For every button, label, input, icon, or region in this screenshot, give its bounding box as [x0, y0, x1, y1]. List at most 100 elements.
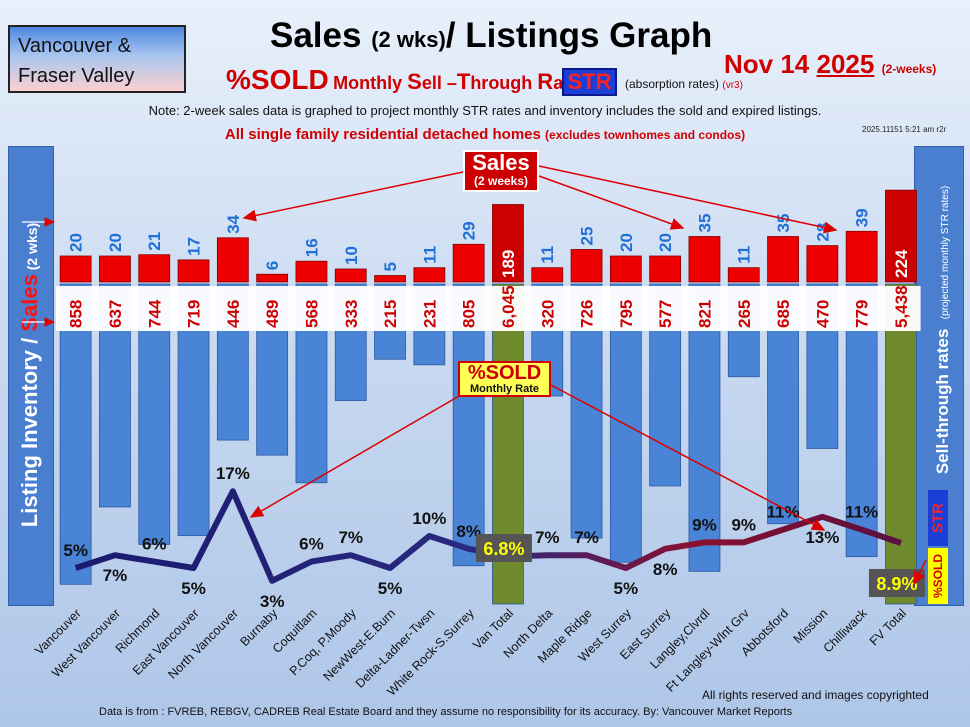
- pct-value-label: 5%: [63, 541, 88, 560]
- sales-bar: [374, 275, 406, 283]
- sales-value-label: 11: [538, 246, 557, 264]
- inventory-value-label: 726: [578, 300, 597, 328]
- category-label: NewWest-E.Burn: [321, 606, 399, 684]
- inventory-value-label: 333: [342, 300, 361, 328]
- right-sold-badge: %SOLD: [928, 548, 948, 604]
- inventory-bar: [885, 283, 917, 605]
- inventory-value-label: 568: [302, 300, 321, 328]
- inventory-value-label: 265: [735, 300, 754, 328]
- inventory-value-label: 5,438: [892, 285, 911, 328]
- sales-bar: [806, 245, 839, 283]
- inventory-value-label: 719: [185, 300, 204, 328]
- pct-value-label: 13%: [805, 528, 839, 547]
- rights-text: All rights reserved and images copyright…: [702, 688, 929, 702]
- sales-bar: [452, 243, 485, 283]
- pct-value-label: 8%: [456, 522, 481, 541]
- sales-bar: [570, 249, 603, 283]
- sales-value-label: 21: [145, 232, 164, 251]
- sales-value-label: 20: [67, 233, 86, 252]
- sales-value-label: 11: [735, 246, 754, 264]
- sales-value-label: 6: [263, 261, 282, 270]
- region-label-box: Vancouver & Fraser Valley: [8, 25, 186, 93]
- inventory-value-label: 489: [263, 300, 282, 328]
- sales-bar: [845, 230, 878, 283]
- sales-value-label: 20: [106, 233, 125, 252]
- timestamp: 2025.11151 5:21 am r2r: [862, 125, 947, 134]
- total-pct-label: 6.8%: [483, 539, 524, 559]
- category-label: Mission: [791, 606, 831, 646]
- inventory-value-label: 215: [381, 300, 400, 328]
- sales-bar: [59, 255, 92, 283]
- sales-value-label: 189: [499, 250, 518, 278]
- sales-arrow: [242, 171, 464, 222]
- pct-value-label: 9%: [731, 515, 756, 534]
- pct-value-label: 5%: [614, 579, 639, 598]
- sales-value-label: 224: [892, 249, 911, 278]
- sales-value-label: 35: [774, 214, 793, 233]
- pct-value-label: 5%: [181, 579, 206, 598]
- pct-value-label: 10%: [412, 509, 446, 528]
- sales-value-label: 34: [224, 214, 243, 233]
- sold-arrow: [249, 391, 467, 518]
- sales-callout: Sales (2 weeks): [463, 150, 539, 192]
- sales-bar: [99, 255, 131, 283]
- category-label: Chilliwack: [821, 606, 871, 656]
- pct-value-label: 9%: [692, 515, 717, 534]
- pct-value-label: 11%: [845, 503, 878, 522]
- pct-value-label: 7%: [103, 566, 128, 585]
- sales-bar: [177, 259, 210, 283]
- sales-bar: [727, 267, 760, 283]
- inventory-value-label: 685: [774, 300, 793, 328]
- inventory-value-label: 779: [853, 300, 872, 328]
- region-line-1: Vancouver &: [18, 35, 132, 57]
- inventory-value-label: 821: [695, 300, 714, 328]
- sold-arrow: [550, 384, 826, 531]
- sales-bar: [609, 255, 642, 283]
- pct-value-label: 6%: [142, 535, 167, 554]
- sales-value-label: 39: [853, 208, 872, 227]
- inventory-value-label: 637: [106, 300, 125, 328]
- sales-bar: [256, 273, 289, 283]
- sales-bar: [413, 267, 446, 283]
- category-label: FV Total: [867, 606, 909, 648]
- inventory-value-label: 795: [617, 300, 636, 328]
- sales-bar: [295, 260, 328, 283]
- inventory-value-label: 6,045: [499, 285, 518, 328]
- pct-value-label: 6%: [299, 535, 324, 554]
- pct-value-label: 7%: [574, 528, 599, 547]
- homes-scope: All single family residential detached h…: [224, 126, 746, 143]
- sales-bar: [767, 236, 799, 283]
- title-end: / Listings Graph: [445, 16, 713, 55]
- note-text: Note: 2-week sales data is graphed to pr…: [148, 103, 822, 118]
- total-pct-label: 8.9%: [876, 574, 917, 594]
- sales-value-label: 25: [578, 227, 597, 246]
- inventory-value-label: 577: [656, 300, 675, 328]
- sales-value-label: 16: [302, 238, 321, 257]
- inventory-bar: [688, 283, 721, 572]
- category-label: North Vancouver: [165, 606, 241, 682]
- inventory-value-label: 858: [67, 300, 86, 328]
- report-date: Nov 14 2025 (2-weeks): [724, 49, 937, 79]
- pct-value-label: 8%: [653, 560, 678, 579]
- inventory-value-label: 805: [460, 300, 479, 328]
- absorption-note: (absorption rates) (vr3): [625, 77, 743, 91]
- sales-bar: [885, 189, 917, 283]
- subtitle-pct-sold: %SOLD: [226, 64, 329, 95]
- sales-bar: [216, 237, 249, 283]
- pct-value-label: 5%: [378, 579, 403, 598]
- pct-value-label: 11%: [767, 503, 800, 522]
- chart-title: Sales (2 wks)/ Listings Graph: [270, 16, 712, 56]
- sold-arrow: [913, 559, 927, 586]
- inventory-value-label: 470: [813, 300, 832, 328]
- pct-value-label: 7%: [535, 528, 560, 547]
- total-pct-box: [475, 534, 532, 562]
- inventory-value-label: 446: [224, 300, 243, 328]
- category-label: West Vancouver: [49, 606, 123, 680]
- sales-value-label: 20: [617, 233, 636, 252]
- title-small: (2 wks): [371, 27, 446, 52]
- sales-bar: [531, 267, 564, 283]
- sales-arrow: [538, 165, 838, 234]
- pct-value-label: 3%: [260, 592, 285, 611]
